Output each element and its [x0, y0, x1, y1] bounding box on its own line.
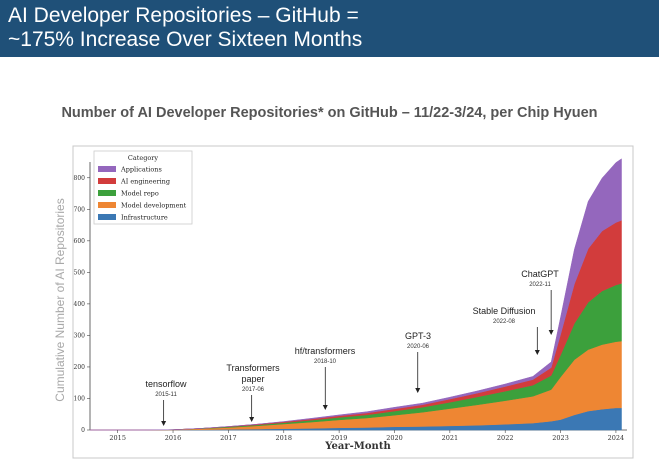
legend-label: Applications	[120, 166, 162, 174]
annotation-arrowhead	[534, 350, 540, 355]
annotation-label: GPT-3	[405, 331, 431, 341]
annotation-label: Transformers	[226, 363, 280, 373]
legend-label: AI engineering	[120, 178, 170, 186]
y-tick-label: 600	[74, 238, 86, 245]
annotation-label: hf/transformers	[295, 346, 356, 356]
legend-swatch	[98, 166, 116, 172]
x-tick-label: 2024	[608, 434, 625, 442]
x-tick-label: 2018	[275, 434, 292, 442]
y-tick-label: 300	[74, 332, 86, 339]
annotation-date: 2017-06	[242, 387, 265, 393]
legend-label: Infrastructure	[121, 214, 168, 222]
y-tick-label: 200	[74, 364, 86, 371]
legend-swatch	[98, 202, 116, 208]
area-layers	[90, 158, 622, 431]
title-banner: AI Developer Repositories – GitHub = ~17…	[0, 0, 659, 57]
annotation-arrowhead	[415, 388, 421, 393]
x-tick-label: 2017	[220, 434, 237, 442]
area-series-applications	[90, 158, 622, 431]
y-tick-label: 800	[74, 175, 86, 182]
x-tick-label: 2016	[165, 434, 182, 442]
annotation-date: 2022-11	[529, 282, 551, 288]
x-tick-label: 2015	[109, 434, 126, 442]
x-axis-label: Year-Month	[324, 441, 391, 452]
y-tick-label: 0	[81, 427, 85, 434]
y-tick-label: 100	[74, 395, 86, 402]
y-tick-label: 700	[74, 206, 86, 213]
x-tick-label: 2022	[497, 434, 514, 442]
x-tick-label: 2021	[442, 434, 459, 442]
x-tick-label: 2019	[331, 434, 348, 442]
legend-box	[93, 150, 193, 225]
annotation-arrowhead	[548, 330, 554, 335]
legend-swatch	[98, 178, 116, 184]
legend-swatch	[98, 214, 116, 220]
legend-label: Model development	[121, 202, 187, 210]
annotation-date: 2018-10	[314, 359, 337, 365]
x-tick-label: 2023	[552, 434, 569, 442]
title-line-1: AI Developer Repositories – GitHub =	[8, 4, 359, 27]
legend: Category Applications AI engineering Model…	[93, 150, 193, 225]
annotation-date: 2015-11	[155, 392, 177, 398]
annotation-arrowhead	[322, 405, 328, 410]
annotation-label: Stable Diffusion	[473, 306, 536, 316]
chart-subtitle: Number of AI Developer Repositories* on …	[61, 105, 598, 121]
x-tick-label: 2020	[386, 434, 403, 442]
y-ticks: 0 100 200 300 400 500 600 700 800	[74, 175, 90, 434]
annotation-label: ChatGPT	[521, 269, 559, 279]
annotation-date: 2020-06	[407, 344, 430, 350]
legend-label: Model repo	[121, 190, 159, 198]
annotation-label: tensorflow	[145, 379, 187, 389]
y-tick-label: 500	[74, 269, 86, 276]
legend-swatch	[98, 190, 116, 196]
annotation-arrowhead	[249, 417, 255, 422]
annotation-label: paper	[241, 374, 264, 384]
y-tick-label: 400	[74, 301, 86, 308]
title-line-2: ~175% Increase Over Sixteen Months	[8, 28, 363, 51]
annotation-arrowhead	[161, 421, 167, 426]
legend-title: Category	[128, 154, 158, 162]
annotation-date: 2022-08	[493, 319, 516, 325]
x-ticks: 2015 2016 2017 2018 2019 2020 2021 2022 2023 2024	[109, 430, 624, 442]
